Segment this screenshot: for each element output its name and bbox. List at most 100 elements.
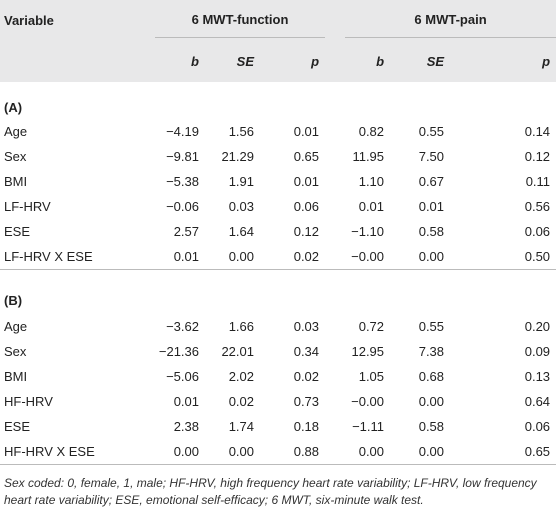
value-cell: 0.18 bbox=[293, 419, 320, 434]
value-cell: 0.06 bbox=[524, 224, 551, 239]
variable-cell: ESE bbox=[4, 419, 31, 434]
value-cell: 0.55 bbox=[418, 124, 445, 139]
data-row: Sex −9.81 21.29 0.65 11.95 7.50 0.12 bbox=[0, 144, 556, 169]
header-cell bbox=[0, 40, 145, 82]
value-cell: −1.10 bbox=[351, 224, 385, 239]
value-cell: 0.58 bbox=[418, 419, 445, 434]
value-cell: 0.02 bbox=[293, 249, 320, 264]
value-cell: 0.67 bbox=[418, 174, 445, 189]
value-cell: 0.12 bbox=[524, 149, 551, 164]
value-cell: 1.05 bbox=[358, 369, 385, 384]
subheader-cell: SE bbox=[426, 53, 445, 69]
value-cell: 0.82 bbox=[358, 124, 385, 139]
value-cell: 0.01 bbox=[418, 199, 445, 214]
value-cell: −5.38 bbox=[166, 174, 199, 189]
header-row: Variable 6 MWT-function 6 MWT-pain bbox=[0, 0, 556, 40]
value-cell: 0.65 bbox=[450, 439, 556, 465]
value-cell: −9.81 bbox=[166, 149, 199, 164]
value-cell: 0.01 bbox=[293, 124, 320, 139]
group-header: 6 MWT-pain bbox=[325, 0, 556, 40]
value-cell: 0.14 bbox=[524, 124, 551, 139]
value-cell: 1.56 bbox=[228, 124, 254, 139]
subheader-cell: SE bbox=[236, 53, 254, 69]
value-cell: 0.02 bbox=[293, 369, 320, 384]
group-label: 6 MWT-function bbox=[155, 12, 326, 38]
section-label: (A) bbox=[4, 100, 23, 115]
data-row: Age −3.62 1.66 0.03 0.72 0.55 0.20 bbox=[0, 314, 556, 339]
value-cell: 21.29 bbox=[221, 149, 254, 164]
value-cell: 0.13 bbox=[524, 369, 551, 384]
value-cell: 0.01 bbox=[173, 394, 199, 409]
value-cell: −0.00 bbox=[351, 394, 385, 409]
subheader-row: b SE p b SE p bbox=[0, 40, 556, 82]
group-header: 6 MWT-function bbox=[145, 0, 326, 40]
section-row: (B) bbox=[0, 269, 556, 314]
table-body: (A) Age −4.19 1.56 0.01 0.82 0.55 0.14 Sex −9.81 2… bbox=[0, 82, 556, 465]
data-row: ESE 2.57 1.64 0.12 −1.10 0.58 0.06 bbox=[0, 219, 556, 244]
value-cell: −21.36 bbox=[158, 344, 199, 359]
value-cell: 0.12 bbox=[293, 224, 320, 239]
value-cell: 0.09 bbox=[524, 344, 551, 359]
value-cell: 0.34 bbox=[293, 344, 320, 359]
section-label: (B) bbox=[0, 269, 556, 314]
value-cell: 1.64 bbox=[228, 224, 254, 239]
value-cell: 0.00 bbox=[418, 394, 445, 409]
value-cell: 0.03 bbox=[293, 319, 320, 334]
value-cell: 0.56 bbox=[524, 199, 551, 214]
value-cell: 0.06 bbox=[293, 199, 320, 214]
value-cell: 0.00 bbox=[418, 249, 445, 264]
subheader-cell: p bbox=[542, 53, 551, 69]
section-row: (A) bbox=[0, 82, 556, 119]
value-cell: 0.72 bbox=[358, 319, 385, 334]
value-cell: 12.95 bbox=[351, 344, 385, 359]
value-cell: 0.65 bbox=[293, 149, 320, 164]
variable-cell: HF-HRV X ESE bbox=[0, 439, 145, 465]
data-row: BMI −5.06 2.02 0.02 1.05 0.68 0.13 bbox=[0, 364, 556, 389]
data-row: LF-HRV X ESE 0.01 0.00 0.02 −0.00 0.00 0.50 bbox=[0, 244, 556, 270]
value-cell: 22.01 bbox=[221, 344, 254, 359]
value-cell: 0.00 bbox=[145, 439, 205, 465]
value-cell: 0.88 bbox=[260, 439, 326, 465]
value-cell: 0.01 bbox=[358, 199, 385, 214]
subheader-cell: p bbox=[311, 53, 320, 69]
value-cell: 2.38 bbox=[173, 419, 199, 434]
value-cell: 0.01 bbox=[173, 249, 199, 264]
data-row: BMI −5.38 1.91 0.01 1.10 0.67 0.11 bbox=[0, 169, 556, 194]
header-cell: Variable bbox=[4, 12, 54, 28]
results-table: Variable 6 MWT-function 6 MWT-pain b SE p b… bbox=[0, 0, 556, 465]
footnote: Sex coded: 0, female, 1, male; HF-HRV, h… bbox=[4, 476, 537, 507]
variable-cell: LF-HRV bbox=[4, 199, 51, 214]
value-cell: 0.01 bbox=[293, 174, 320, 189]
value-cell: −3.62 bbox=[166, 319, 199, 334]
data-row: Sex −21.36 22.01 0.34 12.95 7.38 0.09 bbox=[0, 339, 556, 364]
variable-cell: Age bbox=[4, 319, 28, 334]
value-cell: 2.02 bbox=[228, 369, 254, 384]
variable-cell: Sex bbox=[4, 344, 27, 359]
data-row: LF-HRV −0.06 0.03 0.06 0.01 0.01 0.56 bbox=[0, 194, 556, 219]
variable-cell: BMI bbox=[4, 174, 28, 189]
data-row: HF-HRV 0.01 0.02 0.73 −0.00 0.00 0.64 bbox=[0, 389, 556, 414]
value-cell: 7.50 bbox=[418, 149, 445, 164]
variable-cell: BMI bbox=[4, 369, 28, 384]
data-row: Age −4.19 1.56 0.01 0.82 0.55 0.14 bbox=[0, 119, 556, 144]
value-cell: −0.00 bbox=[351, 249, 385, 264]
value-cell: 0.20 bbox=[524, 319, 551, 334]
value-cell: 11.95 bbox=[352, 149, 385, 164]
value-cell: 0.02 bbox=[228, 394, 254, 409]
value-cell: −0.06 bbox=[166, 199, 199, 214]
value-cell: 1.10 bbox=[358, 174, 385, 189]
value-cell: 0.06 bbox=[524, 419, 551, 434]
variable-cell: Age bbox=[4, 124, 28, 139]
value-cell: 0.00 bbox=[205, 439, 260, 465]
variable-cell: HF-HRV bbox=[4, 394, 53, 409]
value-cell: 0.00 bbox=[325, 439, 391, 465]
value-cell: 0.68 bbox=[418, 369, 445, 384]
value-cell: 0.03 bbox=[228, 199, 254, 214]
value-cell: 2.57 bbox=[173, 224, 199, 239]
value-cell: 0.50 bbox=[524, 249, 551, 264]
data-row: HF-HRV X ESE 0.00 0.00 0.88 0.00 0.00 0.65 bbox=[0, 439, 556, 465]
value-cell: −4.19 bbox=[166, 124, 199, 139]
value-cell: 0.00 bbox=[228, 249, 254, 264]
value-cell: −1.11 bbox=[352, 419, 385, 434]
